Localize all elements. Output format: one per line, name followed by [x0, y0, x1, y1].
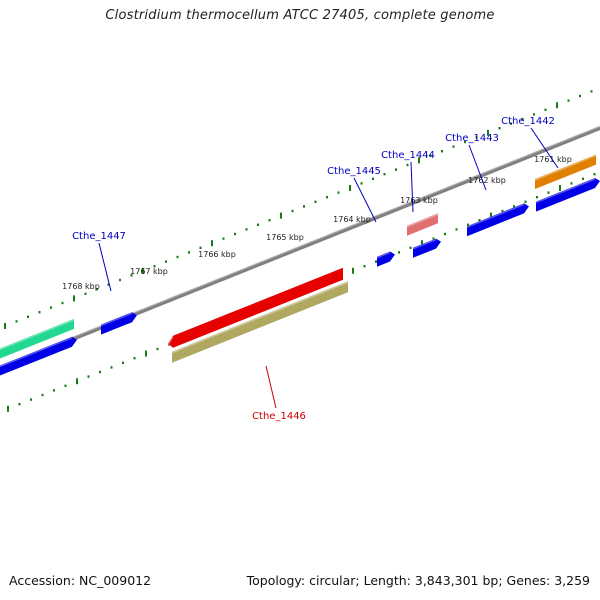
genome-summary-text: Topology: circular; Length: 3,843,301 bp…	[246, 573, 590, 588]
gene-blue-cthe-1447[interactable]	[101, 312, 137, 335]
scale-label: 1764 kbp	[333, 215, 371, 224]
gene-blue-cthe-1444[interactable]	[413, 238, 441, 258]
gene-label-leader	[98, 242, 112, 292]
accession-text: Accession: NC_009012	[9, 573, 152, 588]
gene-orange-cthe-1442[interactable]	[535, 154, 596, 189]
gene-label[interactable]: Cthe_1447	[72, 231, 126, 242]
gene-label-leader	[265, 365, 277, 409]
scale-label: 1766 kbp	[198, 250, 236, 259]
map-title: Clostridium thermocellum ATCC 27405, com…	[105, 8, 495, 23]
scale-label: 1765 kbp	[266, 233, 304, 242]
gene-blue-1447-left-highlight	[0, 337, 73, 368]
scale-label: 1762 kbp	[468, 176, 506, 185]
gene-label-leader	[530, 127, 559, 169]
gene-red-cthe-1446-highlight	[167, 336, 174, 346]
gene-label-leader	[468, 144, 487, 191]
gene-red-cthe-1446[interactable]	[168, 267, 343, 348]
scale-label: 1768 kbp	[62, 282, 100, 291]
gene-blue-cthe-1442[interactable]	[536, 178, 600, 212]
gene-label[interactable]: Cthe_1446	[252, 411, 306, 422]
gene-blue-cthe-1445-highlight	[376, 251, 391, 259]
gene-label[interactable]: Cthe_1445	[327, 166, 381, 177]
gene-pink-cthe-1444-highlight	[406, 213, 439, 228]
gene-blue-cthe-1445[interactable]	[377, 251, 395, 267]
gene-blue-cthe-1442-highlight	[535, 178, 596, 204]
scale-label: 1763 kbp	[400, 196, 438, 205]
gene-green-highlight	[0, 319, 75, 351]
gene-blue-cthe-1443-highlight	[466, 203, 525, 228]
gene-label-leader	[353, 177, 377, 223]
gene-blue-1447-left[interactable]	[0, 336, 77, 380]
gene-pink-cthe-1444[interactable]	[407, 213, 438, 236]
gene-green[interactable]	[0, 318, 74, 363]
gene-label[interactable]: Cthe_1444	[381, 150, 435, 161]
genome-backbone-highlight	[0, 126, 600, 367]
gene-label[interactable]: Cthe_1442	[501, 116, 555, 127]
gene-blue-cthe-1443[interactable]	[467, 203, 529, 237]
gene-label-leader	[410, 161, 414, 213]
genome-backbone	[0, 126, 600, 370]
scale-label: 1761 kbp	[534, 155, 572, 164]
gene-blue-cthe-1444-highlight	[412, 238, 437, 250]
scale-label: 1767 kbp	[130, 267, 168, 276]
gene-olive-cthe-1446[interactable]	[172, 281, 348, 363]
gene-label[interactable]: Cthe_1443	[445, 133, 499, 144]
gene-blue-cthe-1447-highlight	[100, 312, 133, 327]
gene-olive-cthe-1446-highlight	[171, 281, 349, 354]
gene-orange-cthe-1442-highlight	[534, 154, 597, 181]
